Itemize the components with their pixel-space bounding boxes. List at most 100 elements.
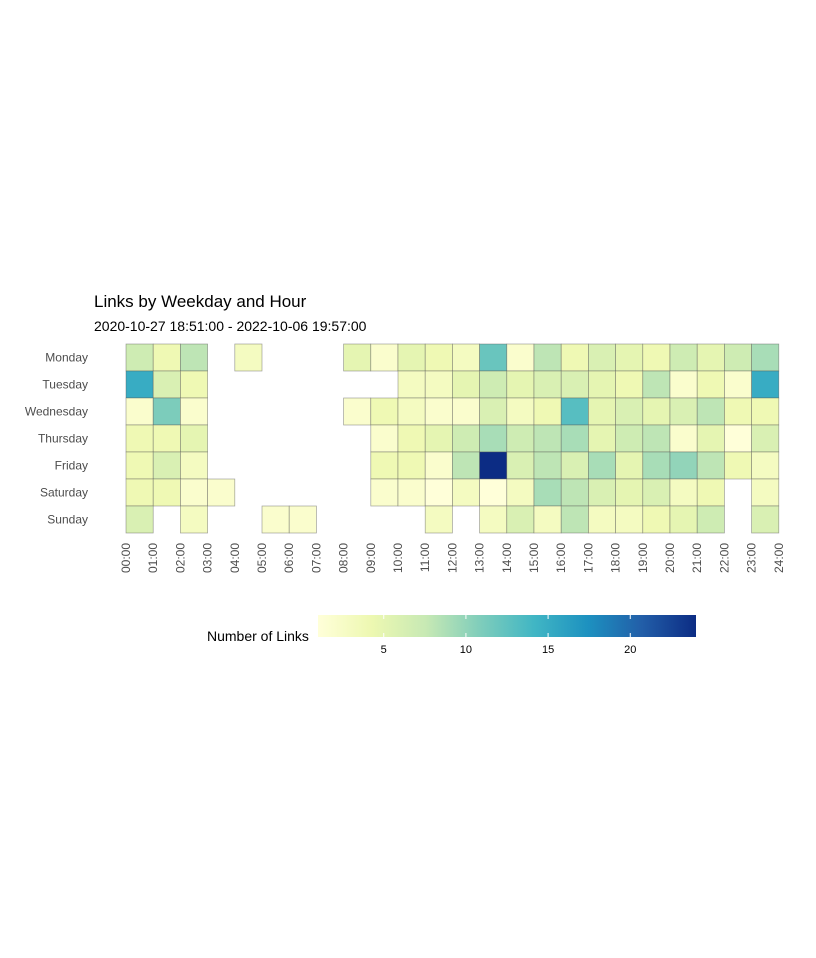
- heatmap-cell: [370, 478, 399, 507]
- heatmap-cell: [125, 505, 154, 534]
- heatmap-cell: [397, 370, 426, 399]
- heatmap-cell: [180, 397, 208, 426]
- heatmap-cell: [125, 370, 154, 399]
- legend-colorbar: [318, 615, 696, 637]
- heatmap-cell: [506, 478, 535, 507]
- heatmap-cell: [588, 505, 616, 534]
- x-tick-label: 22:00: [717, 543, 731, 573]
- heatmap-cell: [125, 343, 154, 372]
- heatmap-cell: [370, 451, 399, 480]
- x-tick-label: 02:00: [173, 543, 187, 573]
- heatmap-cell: [642, 505, 671, 534]
- heatmap-cell: [370, 424, 399, 453]
- heatmap-cell: [479, 478, 508, 507]
- heatmap-cell: [424, 397, 453, 426]
- heatmap-cell: [696, 451, 725, 480]
- heatmap-cell: [452, 424, 480, 453]
- heatmap-cell: [152, 451, 181, 480]
- heatmap-cell: [261, 505, 290, 534]
- heatmap-cell: [397, 397, 426, 426]
- heatmap-cell: [751, 478, 780, 507]
- heatmap-cell: [424, 343, 453, 372]
- heatmap-cell: [560, 478, 589, 507]
- heatmap-cell: [506, 424, 535, 453]
- heatmap-cell: [642, 343, 671, 372]
- heatmap-cell: [397, 343, 426, 372]
- heatmap-cell: [560, 343, 589, 372]
- heatmap-cell: [724, 343, 752, 372]
- heatmap-cell: [533, 424, 562, 453]
- heatmap-cell: [560, 370, 589, 399]
- heatmap-cell: [615, 424, 644, 453]
- heatmap-cell: [615, 451, 644, 480]
- heatmap-cell: [588, 370, 616, 399]
- x-tick-label: 05:00: [255, 543, 269, 573]
- heatmap-cell: [180, 343, 208, 372]
- heatmap-cell: [424, 451, 453, 480]
- heatmap-cell: [724, 397, 752, 426]
- heatmap-cell: [370, 343, 399, 372]
- legend-title: Number of Links: [207, 628, 309, 644]
- heatmap-cell: [479, 424, 508, 453]
- heatmap-cell: [479, 370, 508, 399]
- heatmap-cell: [751, 451, 780, 480]
- chart-title: Links by Weekday and Hour: [94, 292, 307, 311]
- heatmap-cell: [751, 505, 780, 534]
- y-axis-labels: Monday Tuesday Wednesday Thursday Friday Satu…: [25, 351, 88, 527]
- heatmap-cell: [751, 424, 780, 453]
- heatmap-cell: [533, 451, 562, 480]
- y-tick-label: Tuesday: [42, 378, 88, 392]
- heatmap-cell: [642, 478, 671, 507]
- heatmap-cell: [424, 424, 453, 453]
- heatmap-cell: [615, 370, 644, 399]
- heatmap-cell: [479, 343, 508, 372]
- x-tick-label: 03:00: [201, 543, 215, 573]
- x-tick-label: 00:00: [119, 543, 133, 573]
- heatmap-cell: [669, 505, 698, 534]
- heatmap-cell: [533, 478, 562, 507]
- heatmap-cell: [615, 505, 644, 534]
- heatmap-cell: [642, 451, 671, 480]
- heatmap-cell: [588, 424, 616, 453]
- heatmap-cell: [506, 451, 535, 480]
- heatmap-cell: [588, 478, 616, 507]
- heatmap-cell: [397, 478, 426, 507]
- heatmap-cell: [452, 343, 480, 372]
- heatmap-cell: [588, 397, 616, 426]
- legend-tick-label: 5: [381, 644, 387, 656]
- x-tick-label: 04:00: [228, 543, 242, 573]
- legend-tick-label: 10: [460, 644, 472, 656]
- heatmap-cell: [288, 505, 317, 534]
- heatmap-cell: [125, 451, 154, 480]
- color-legend: Number of Links 5 10 15 20: [207, 615, 696, 656]
- heatmap-cell: [588, 343, 616, 372]
- heatmap-cell: [424, 370, 453, 399]
- heatmap-cell: [615, 478, 644, 507]
- heatmap-cell: [560, 451, 589, 480]
- heatmap-cell: [506, 343, 535, 372]
- heatmap-cell: [669, 451, 698, 480]
- x-tick-label: 13:00: [473, 543, 487, 573]
- x-tick-label: 11:00: [418, 543, 432, 572]
- x-tick-label: 15:00: [527, 543, 541, 573]
- heatmap-cell: [424, 505, 453, 534]
- heatmap-cell: [152, 424, 181, 453]
- x-tick-label: 20:00: [663, 543, 677, 573]
- y-tick-label: Saturday: [40, 486, 88, 500]
- heatmap-cell: [669, 397, 698, 426]
- chart-subtitle: 2020-10-27 18:51:00 - 2022-10-06 19:57:0…: [94, 318, 367, 334]
- x-tick-label: 01:00: [146, 543, 160, 573]
- heatmap-cell: [696, 424, 725, 453]
- x-tick-label: 19:00: [636, 543, 650, 573]
- legend-tick-label: 15: [542, 644, 554, 656]
- heatmap-cell: [370, 397, 399, 426]
- heatmap-cell: [751, 370, 780, 399]
- heatmap-cell: [533, 370, 562, 399]
- x-axis-labels: 00:00 01:00 02:00 03:00 04:00 05:00 06:00 07:00…: [119, 543, 786, 573]
- heatmap-cell: [669, 424, 698, 453]
- legend-tick-label: 20: [624, 644, 636, 656]
- heatmap-cell: [180, 505, 208, 534]
- heatmap-cell: [479, 451, 508, 480]
- heatmap-cell: [560, 424, 589, 453]
